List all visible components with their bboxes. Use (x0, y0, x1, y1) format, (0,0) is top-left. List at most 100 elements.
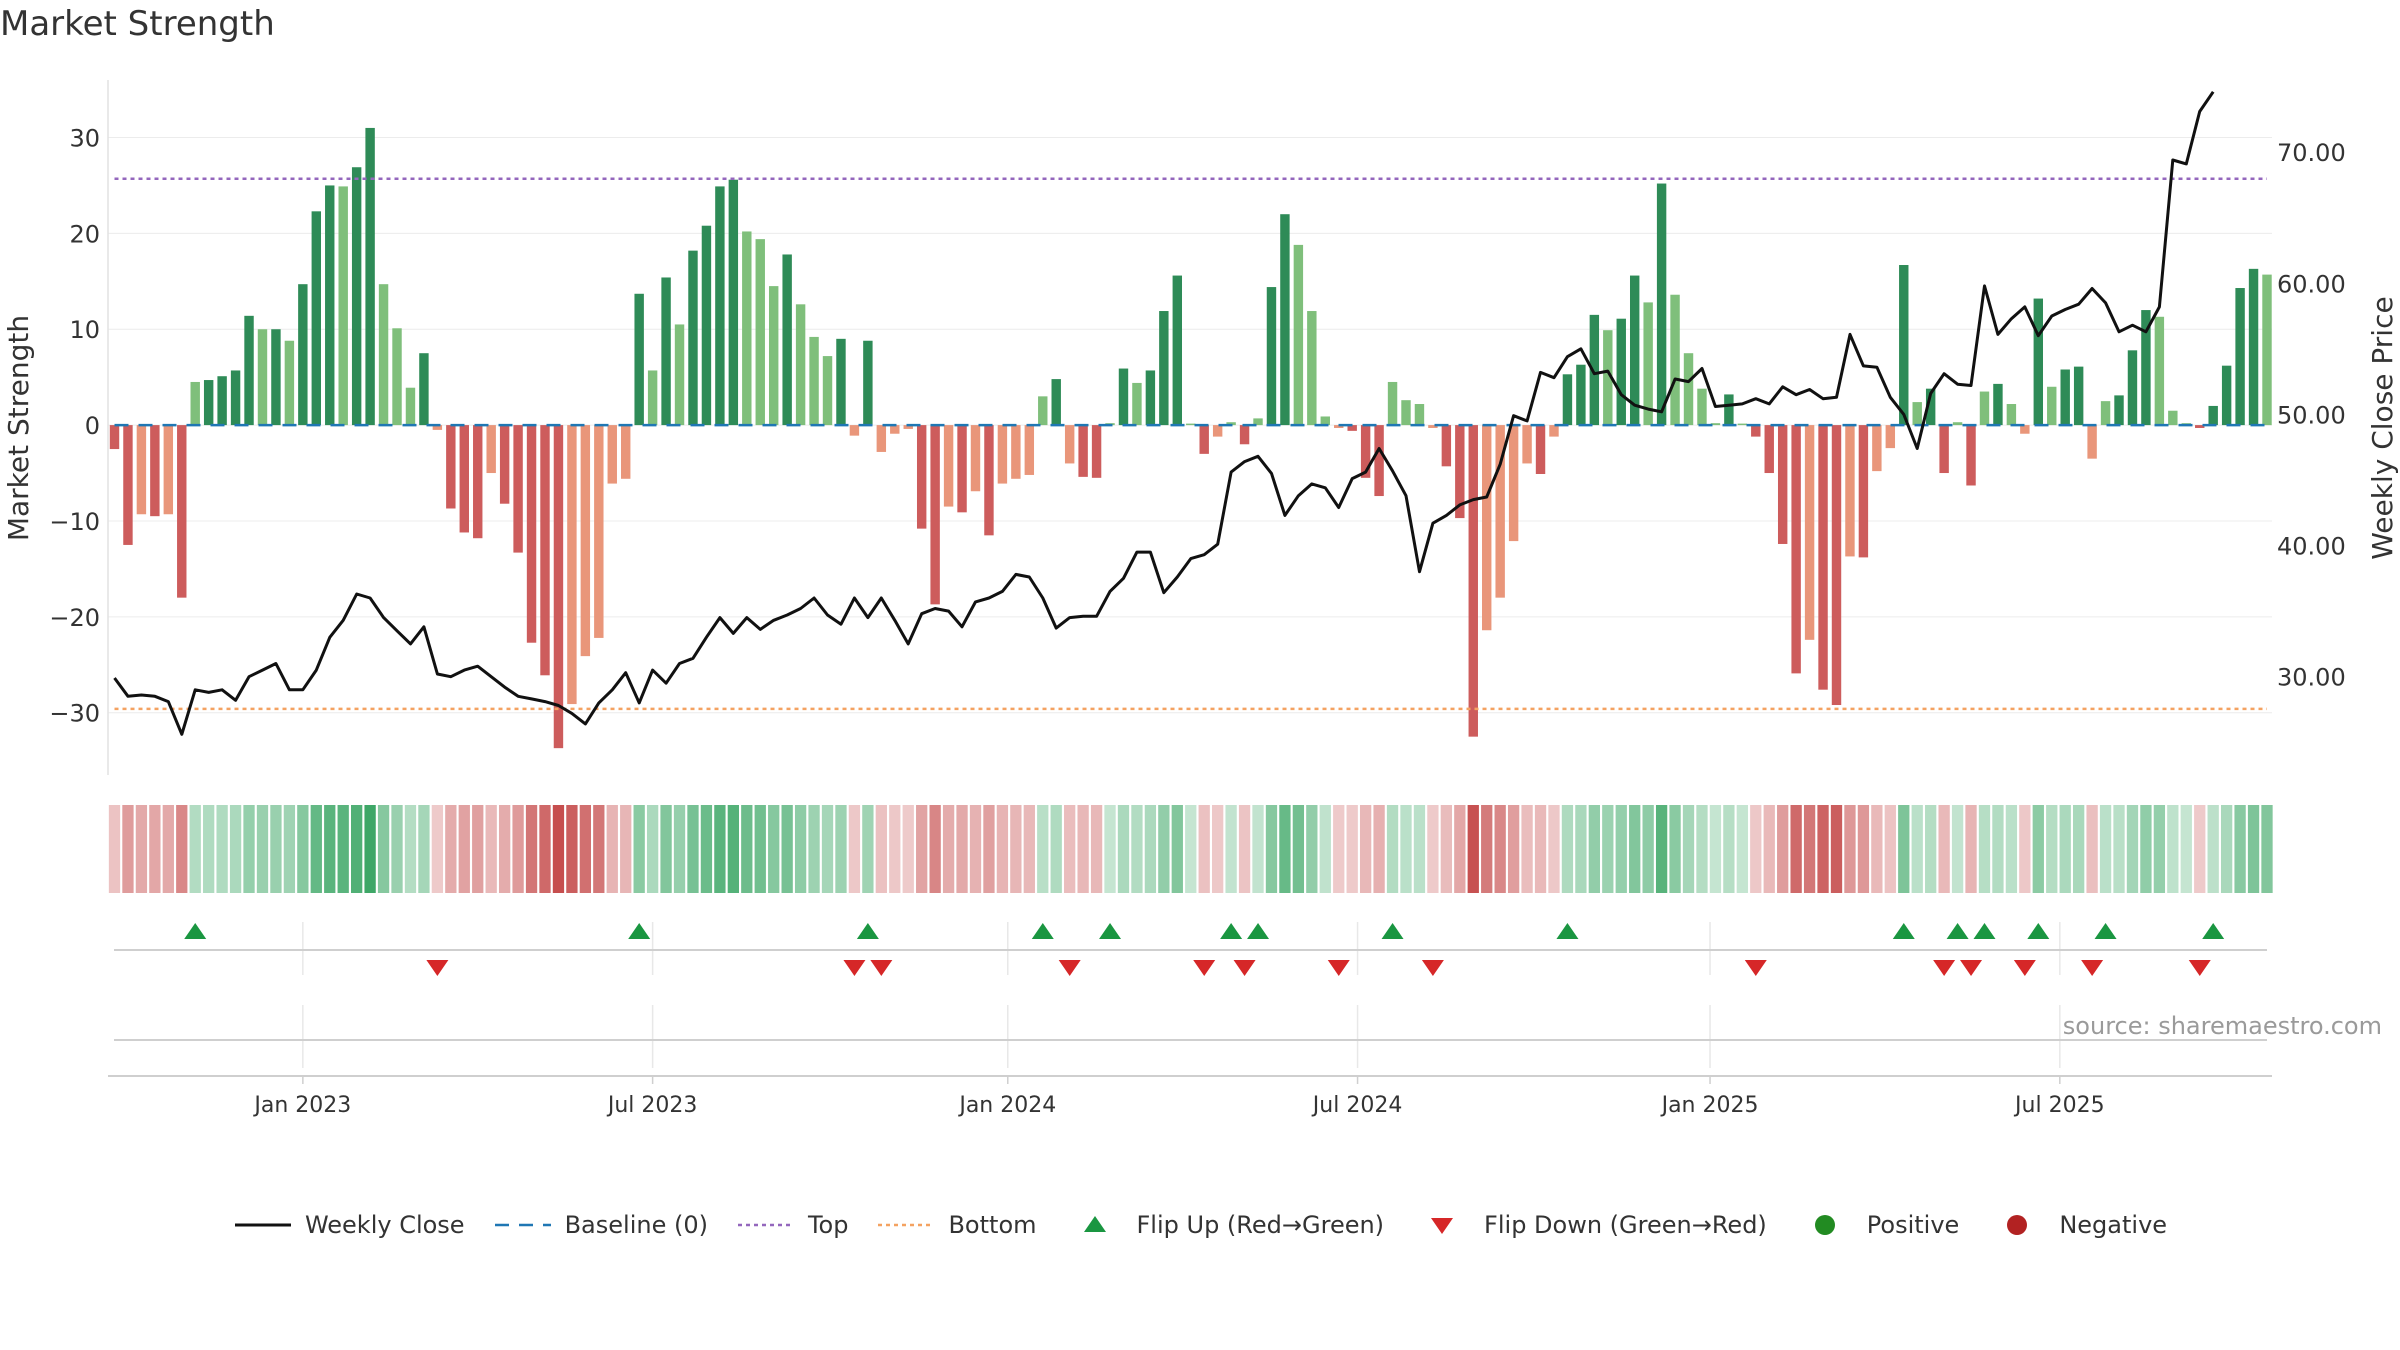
legend-label: Flip Up (Red→Green) (1136, 1211, 1385, 1239)
sign-strip-cell (1548, 805, 1560, 893)
flip-down-marker (870, 960, 893, 976)
strength-bar (755, 239, 765, 426)
sign-strip-cell (337, 805, 349, 893)
sign-strip-cell (1615, 805, 1627, 893)
sign-strip-cell (498, 805, 511, 893)
strength-bar (1845, 425, 1855, 557)
strength-bar (1038, 396, 1048, 426)
sign-strip-cell (2073, 805, 2085, 893)
strength-bar (943, 425, 954, 507)
strength-bar (661, 277, 671, 426)
strength-bar (2141, 310, 2151, 426)
sign-strip-cell (1777, 805, 1789, 893)
flip-down-marker (843, 960, 866, 976)
flip-down-marker (2081, 960, 2104, 976)
strength-bar (1508, 425, 1519, 542)
sign-strip-cell (916, 805, 928, 893)
sign-strip-cell (1037, 805, 1049, 893)
strength-bar (217, 376, 227, 426)
strength-bar (1979, 391, 1990, 426)
strength-bar (1078, 425, 1088, 477)
sign-strip-cell (579, 805, 592, 893)
sign-strip-cell (1050, 805, 1062, 893)
strength-bar (1629, 275, 1640, 426)
strength-bar (2221, 365, 2232, 426)
strength-bar (2127, 350, 2138, 426)
legend-item-positive: Positive (1795, 1211, 1960, 1239)
sign-strip-cell (821, 805, 834, 893)
strength-bar (311, 211, 322, 426)
strength-bar (1603, 330, 1613, 426)
strength-bar (782, 254, 792, 426)
strength-bar (594, 425, 604, 638)
sign-strip-cell (1413, 805, 1426, 893)
y-left-axis-title: Market Strength (2, 315, 35, 541)
sign-strip-cell (1023, 805, 1035, 893)
sign-strip-cell (1198, 805, 1210, 893)
strength-bar (957, 425, 967, 513)
strength-bar (1683, 353, 1694, 426)
legend-item-negative: Negative (1987, 1211, 2167, 1239)
sign-strip-cell (1131, 805, 1143, 893)
flip-up-marker (1556, 923, 1579, 939)
strength-bar (1280, 214, 1290, 426)
sign-strip-cell (1090, 805, 1103, 893)
sign-strip-cell (2086, 805, 2098, 893)
x-tick-label: Jul 2023 (606, 1093, 698, 1118)
legend-swatch-bottom (878, 1223, 935, 1227)
strength-bar (795, 304, 806, 426)
strength-bar (1212, 425, 1223, 437)
sign-strip-cell (216, 805, 228, 893)
chart-legend: Weekly Close Baseline (0) Top Bottom Flip Up… (0, 1205, 2400, 1245)
sign-strip-cell (1010, 805, 1022, 893)
y-left-tick-label: 20 (69, 220, 100, 248)
legend-swatch-positive (1814, 1215, 1835, 1235)
strength-bar (1186, 423, 1196, 426)
strength-bar (1764, 425, 1774, 474)
sign-strip-cell (364, 805, 376, 893)
strength-bar (1132, 382, 1142, 426)
strength-bar (2195, 425, 2205, 428)
legend-item-top: Top (736, 1211, 848, 1239)
flip-up-marker (2202, 923, 2225, 939)
legend-item-baseline: Baseline (0) (493, 1211, 708, 1239)
strength-bar (1872, 425, 1882, 472)
sign-strip-cell (1238, 805, 1251, 893)
strength-bar (674, 324, 685, 426)
strength-bar (473, 425, 483, 539)
strength-bar (984, 425, 994, 536)
strength-bar (1360, 425, 1371, 478)
legend-label: Positive (1866, 1211, 1960, 1239)
sign-strip-cell (2140, 805, 2152, 893)
x-tick-label: Jul 2024 (1311, 1093, 1403, 1118)
sign-strip-cell (270, 805, 282, 893)
sign-strip-cell (1669, 805, 1681, 893)
strength-bar (1455, 425, 1465, 519)
strength-bar (257, 329, 268, 426)
strength-bar (1522, 425, 1532, 464)
strength-bar (1737, 423, 1748, 426)
legend-label: Weekly Close (304, 1211, 465, 1239)
sign-strip-cell (1588, 805, 1600, 893)
sign-strip-cell (593, 805, 605, 893)
strength-bar (540, 425, 550, 676)
strength-bar (1239, 425, 1250, 445)
sign-strip-cell (418, 805, 430, 893)
sign-strip-cell (835, 805, 847, 893)
strength-bar (1482, 425, 1492, 631)
sign-strip-cell (1696, 805, 1708, 893)
sign-strip-cell (377, 805, 390, 893)
sign-strip-cell (2005, 805, 2018, 893)
flip-up-marker (1031, 923, 1054, 939)
strength-bar (526, 425, 537, 643)
sign-strip-cell (1655, 805, 1668, 893)
flip-up-marker (2027, 923, 2050, 939)
sign-strip-cell (1534, 805, 1547, 893)
legend-label: Bottom (948, 1211, 1037, 1239)
y-left-tick-label: 10 (69, 316, 100, 344)
sign-strip-cell (256, 805, 269, 893)
sign-strip-cell (1225, 805, 1237, 893)
flip-up-marker (628, 923, 651, 939)
strength-bar (1051, 379, 1061, 426)
sign-strip-cell (2099, 805, 2112, 893)
